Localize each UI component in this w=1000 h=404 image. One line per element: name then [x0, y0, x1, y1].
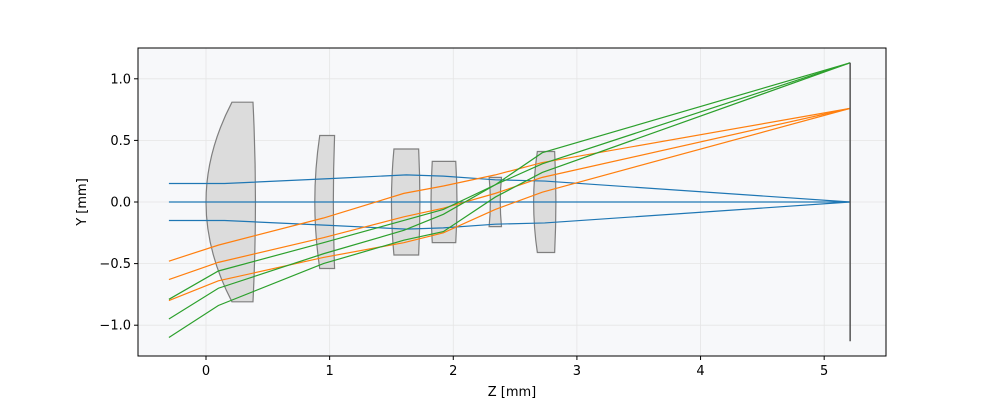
ray-field-0-bottom — [168, 201, 851, 230]
y-tick-label: −0.5 — [99, 257, 131, 272]
ray-field-2-chief — [168, 62, 851, 320]
x-axis-label: Z [mm] — [488, 385, 537, 400]
y-axis: −1.0 −0.5 0.0 0.5 1.0 — [99, 72, 138, 334]
x-tick-label: 5 — [820, 364, 828, 379]
x-tick-label: 4 — [696, 364, 704, 379]
x-axis: 0 1 2 3 4 5 — [202, 356, 828, 379]
y-tick-label: 0.5 — [110, 134, 131, 149]
y-tick-label: 0.0 — [110, 196, 131, 211]
ray-field-1-top — [168, 107, 851, 262]
x-tick-label: 3 — [573, 364, 581, 379]
y-tick-label: −1.0 — [99, 319, 131, 334]
ray-field-1-chief — [168, 107, 851, 281]
ray-field-2-bottom — [168, 62, 851, 339]
ray-field-2-top — [168, 62, 851, 300]
ray-field-1-bottom — [168, 107, 851, 302]
x-tick-label: 0 — [202, 364, 210, 379]
ray-field-0-top — [168, 174, 851, 203]
y-tick-label: 1.0 — [110, 72, 131, 87]
ray-traces — [168, 62, 851, 339]
y-axis-label: Y [mm] — [75, 178, 90, 227]
x-tick-label: 1 — [325, 364, 333, 379]
x-tick-label: 2 — [449, 364, 457, 379]
